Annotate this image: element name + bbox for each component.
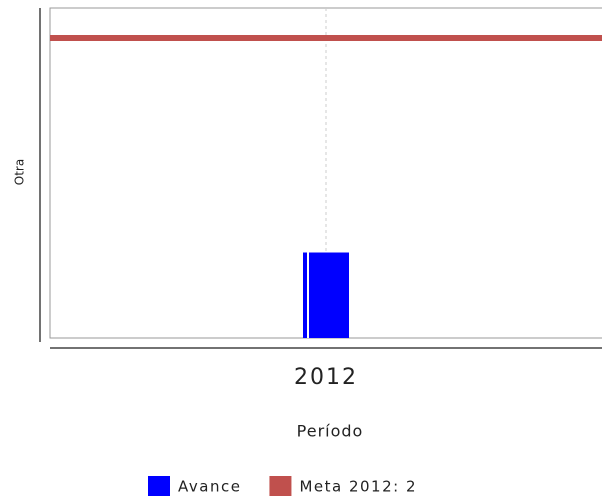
bar	[303, 252, 349, 338]
legend-label: Meta 2012: 2	[299, 478, 417, 496]
legend-swatch	[269, 476, 292, 496]
y-axis-label: Otra	[13, 159, 27, 185]
legend-label: Avance	[178, 478, 241, 496]
legend-swatch	[148, 476, 170, 496]
x-axis-label: Período	[297, 422, 364, 441]
x-tick-label: 2012	[294, 365, 358, 390]
